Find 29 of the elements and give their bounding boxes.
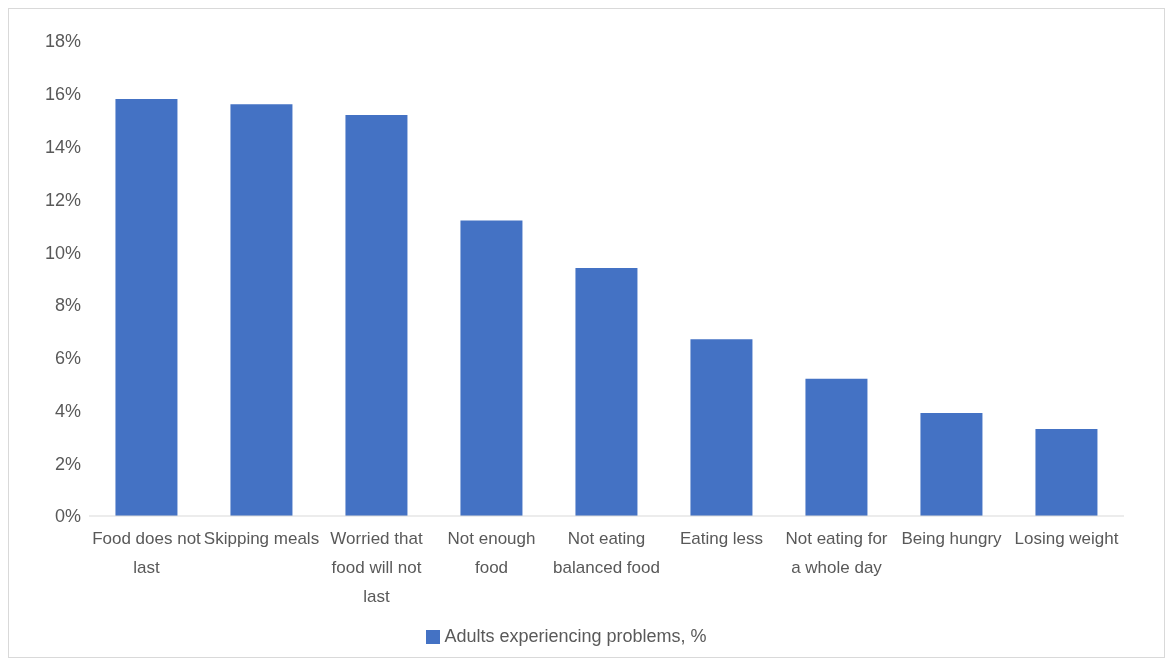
bar: [1035, 428, 1098, 516]
x-tick-label: Worried that food will not last: [330, 529, 423, 607]
y-tick-label: 8%: [54, 295, 81, 316]
bar: [920, 413, 983, 516]
x-tick-label: Skipping meals: [203, 529, 320, 549]
x-tick-label: Eating less: [679, 529, 764, 549]
y-tick-label: 14%: [44, 136, 81, 157]
x-tick-label: Losing weight: [1014, 529, 1119, 549]
y-tick-label: 4%: [54, 400, 81, 421]
bar: [690, 339, 753, 516]
y-tick-label: 2%: [54, 453, 81, 474]
bar: [460, 220, 523, 516]
x-tick-label: Not eating for a whole day: [785, 529, 888, 578]
bar: [230, 104, 293, 516]
y-tick-label: 18%: [44, 31, 81, 52]
y-tick-label: 12%: [44, 189, 81, 210]
x-tick-label: Not enough food: [447, 529, 536, 578]
y-tick-label: 0%: [54, 506, 81, 527]
y-tick-label: 6%: [54, 348, 81, 369]
x-tick-label: Being hungry: [901, 529, 1003, 549]
bar: [345, 114, 408, 516]
bar: [115, 99, 178, 516]
x-tick-label: Food does not last: [92, 529, 202, 578]
bar: [805, 378, 868, 516]
bar: [575, 267, 638, 516]
y-tick-label: 10%: [44, 242, 81, 263]
x-tick-label: Not eating balanced food: [553, 529, 660, 578]
y-tick-label: 16%: [44, 84, 81, 105]
legend-label: Adults experiencing problems, %: [444, 626, 707, 646]
